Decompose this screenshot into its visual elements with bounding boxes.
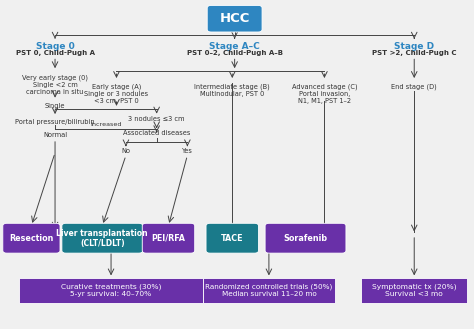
FancyBboxPatch shape <box>3 223 60 253</box>
Text: Stage A–C: Stage A–C <box>209 42 260 51</box>
Text: Sorafenib: Sorafenib <box>283 234 328 243</box>
Text: Resection: Resection <box>9 234 54 243</box>
Text: PST 0–2, Child-Pugh A–B: PST 0–2, Child-Pugh A–B <box>187 50 283 56</box>
Text: End stage (D): End stage (D) <box>392 83 437 90</box>
Text: Yes: Yes <box>182 148 193 154</box>
Text: Increased: Increased <box>90 122 122 127</box>
Text: Symptomatic tx (20%)
Survival <3 mo: Symptomatic tx (20%) Survival <3 mo <box>372 284 456 297</box>
Text: Intermediate stage (B)
Multinodular, PST 0: Intermediate stage (B) Multinodular, PST… <box>194 83 270 97</box>
FancyBboxPatch shape <box>206 223 258 253</box>
Text: Randomized controlled trials (50%)
Median survival 11–20 mo: Randomized controlled trials (50%) Media… <box>205 284 333 297</box>
Text: Very early stage (0)
Single <2 cm
carcinoma in situ: Very early stage (0) Single <2 cm carcin… <box>22 74 88 95</box>
Text: Normal: Normal <box>43 132 67 139</box>
Text: Portal pressure/bilirubin: Portal pressure/bilirubin <box>15 119 95 125</box>
Bar <box>203 278 335 303</box>
Text: PST >2, Child-Pugh C: PST >2, Child-Pugh C <box>372 50 456 56</box>
Text: HCC: HCC <box>219 12 250 25</box>
FancyBboxPatch shape <box>142 223 195 253</box>
Bar <box>19 278 203 303</box>
Text: PST 0, Child-Pugh A: PST 0, Child-Pugh A <box>16 50 94 56</box>
Text: 3 nodules ≤3 cm: 3 nodules ≤3 cm <box>128 116 185 122</box>
FancyBboxPatch shape <box>265 223 346 253</box>
Text: Stage 0: Stage 0 <box>36 42 74 51</box>
Text: Curative treatments (30%)
5-yr survival: 40–70%: Curative treatments (30%) 5-yr survival:… <box>61 284 161 297</box>
Bar <box>361 278 467 303</box>
Text: No: No <box>121 148 130 154</box>
Text: Stage D: Stage D <box>394 42 434 51</box>
Text: Advanced stage (C)
Portal invasion,
N1, M1, PST 1–2: Advanced stage (C) Portal invasion, N1, … <box>292 83 357 104</box>
Text: Associated diseases: Associated diseases <box>123 130 191 137</box>
FancyBboxPatch shape <box>62 223 143 253</box>
Text: PEI/RFA: PEI/RFA <box>152 234 185 243</box>
Text: TACE: TACE <box>221 234 244 243</box>
Text: Early stage (A)
Single or 3 nodules
<3 cm, PST 0: Early stage (A) Single or 3 nodules <3 c… <box>84 83 148 104</box>
FancyBboxPatch shape <box>207 6 262 32</box>
Text: Single: Single <box>45 103 65 109</box>
Text: Liver transplantation
(CLT/LDLT): Liver transplantation (CLT/LDLT) <box>56 229 148 248</box>
